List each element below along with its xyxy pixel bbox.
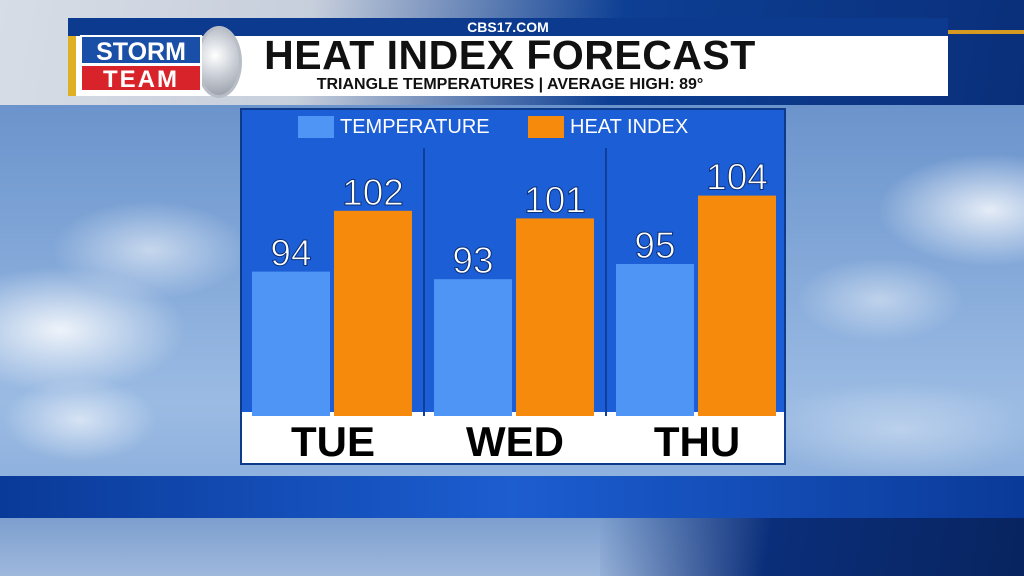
heat-index-bar-thu <box>698 195 776 416</box>
lower-band <box>0 476 1024 518</box>
category-label-base <box>242 412 784 463</box>
category-label-tue: TUE <box>291 418 375 465</box>
chart-subtitle: TRIANGLE TEMPERATURES | AVERAGE HIGH: 89… <box>316 76 704 93</box>
legend-swatch-heat-index <box>528 116 564 138</box>
temperature-value-tue: 94 <box>270 233 311 274</box>
heat-index-value-wed: 101 <box>524 179 586 220</box>
title-panel-accent <box>68 36 76 96</box>
temperature-bar-wed <box>434 279 512 416</box>
logo-emblem <box>196 26 242 98</box>
category-label-thu: THU <box>654 418 740 465</box>
heat-index-chart: 94 102 TUE 93 101 WED 95 104 THU <box>252 148 776 465</box>
lower-dark-shade <box>600 518 1024 576</box>
temperature-bar-tue <box>252 271 330 416</box>
legend-swatch-temperature <box>298 116 334 138</box>
heat-index-bar-tue <box>334 210 412 416</box>
heat-index-value-tue: 102 <box>342 172 404 213</box>
logo-storm-text: STORM <box>80 35 202 66</box>
site-bar <box>68 18 948 36</box>
chart-panel: TEMPERATURE HEAT INDEX 94 102 TUE 93 101 WED 9… <box>240 108 786 465</box>
logo-team-text: TEAM <box>80 64 202 93</box>
temperature-value-wed: 93 <box>452 240 493 281</box>
chart-title: HEAT INDEX FORECAST <box>264 32 756 78</box>
site-name: CBS17.COM <box>467 19 549 35</box>
legend-label-temperature: TEMPERATURE <box>340 116 490 138</box>
legend-label-heat-index: HEAT INDEX <box>570 116 689 138</box>
temperature-value-thu: 95 <box>634 225 675 266</box>
temperature-bar-thu <box>616 264 694 416</box>
heat-index-value-thu: 104 <box>706 157 768 198</box>
storm-team-logo: STORM TEAM <box>76 26 242 98</box>
chart-legend: TEMPERATURE HEAT INDEX <box>242 110 784 142</box>
category-label-wed: WED <box>466 418 564 465</box>
heat-index-bar-wed <box>516 218 594 416</box>
